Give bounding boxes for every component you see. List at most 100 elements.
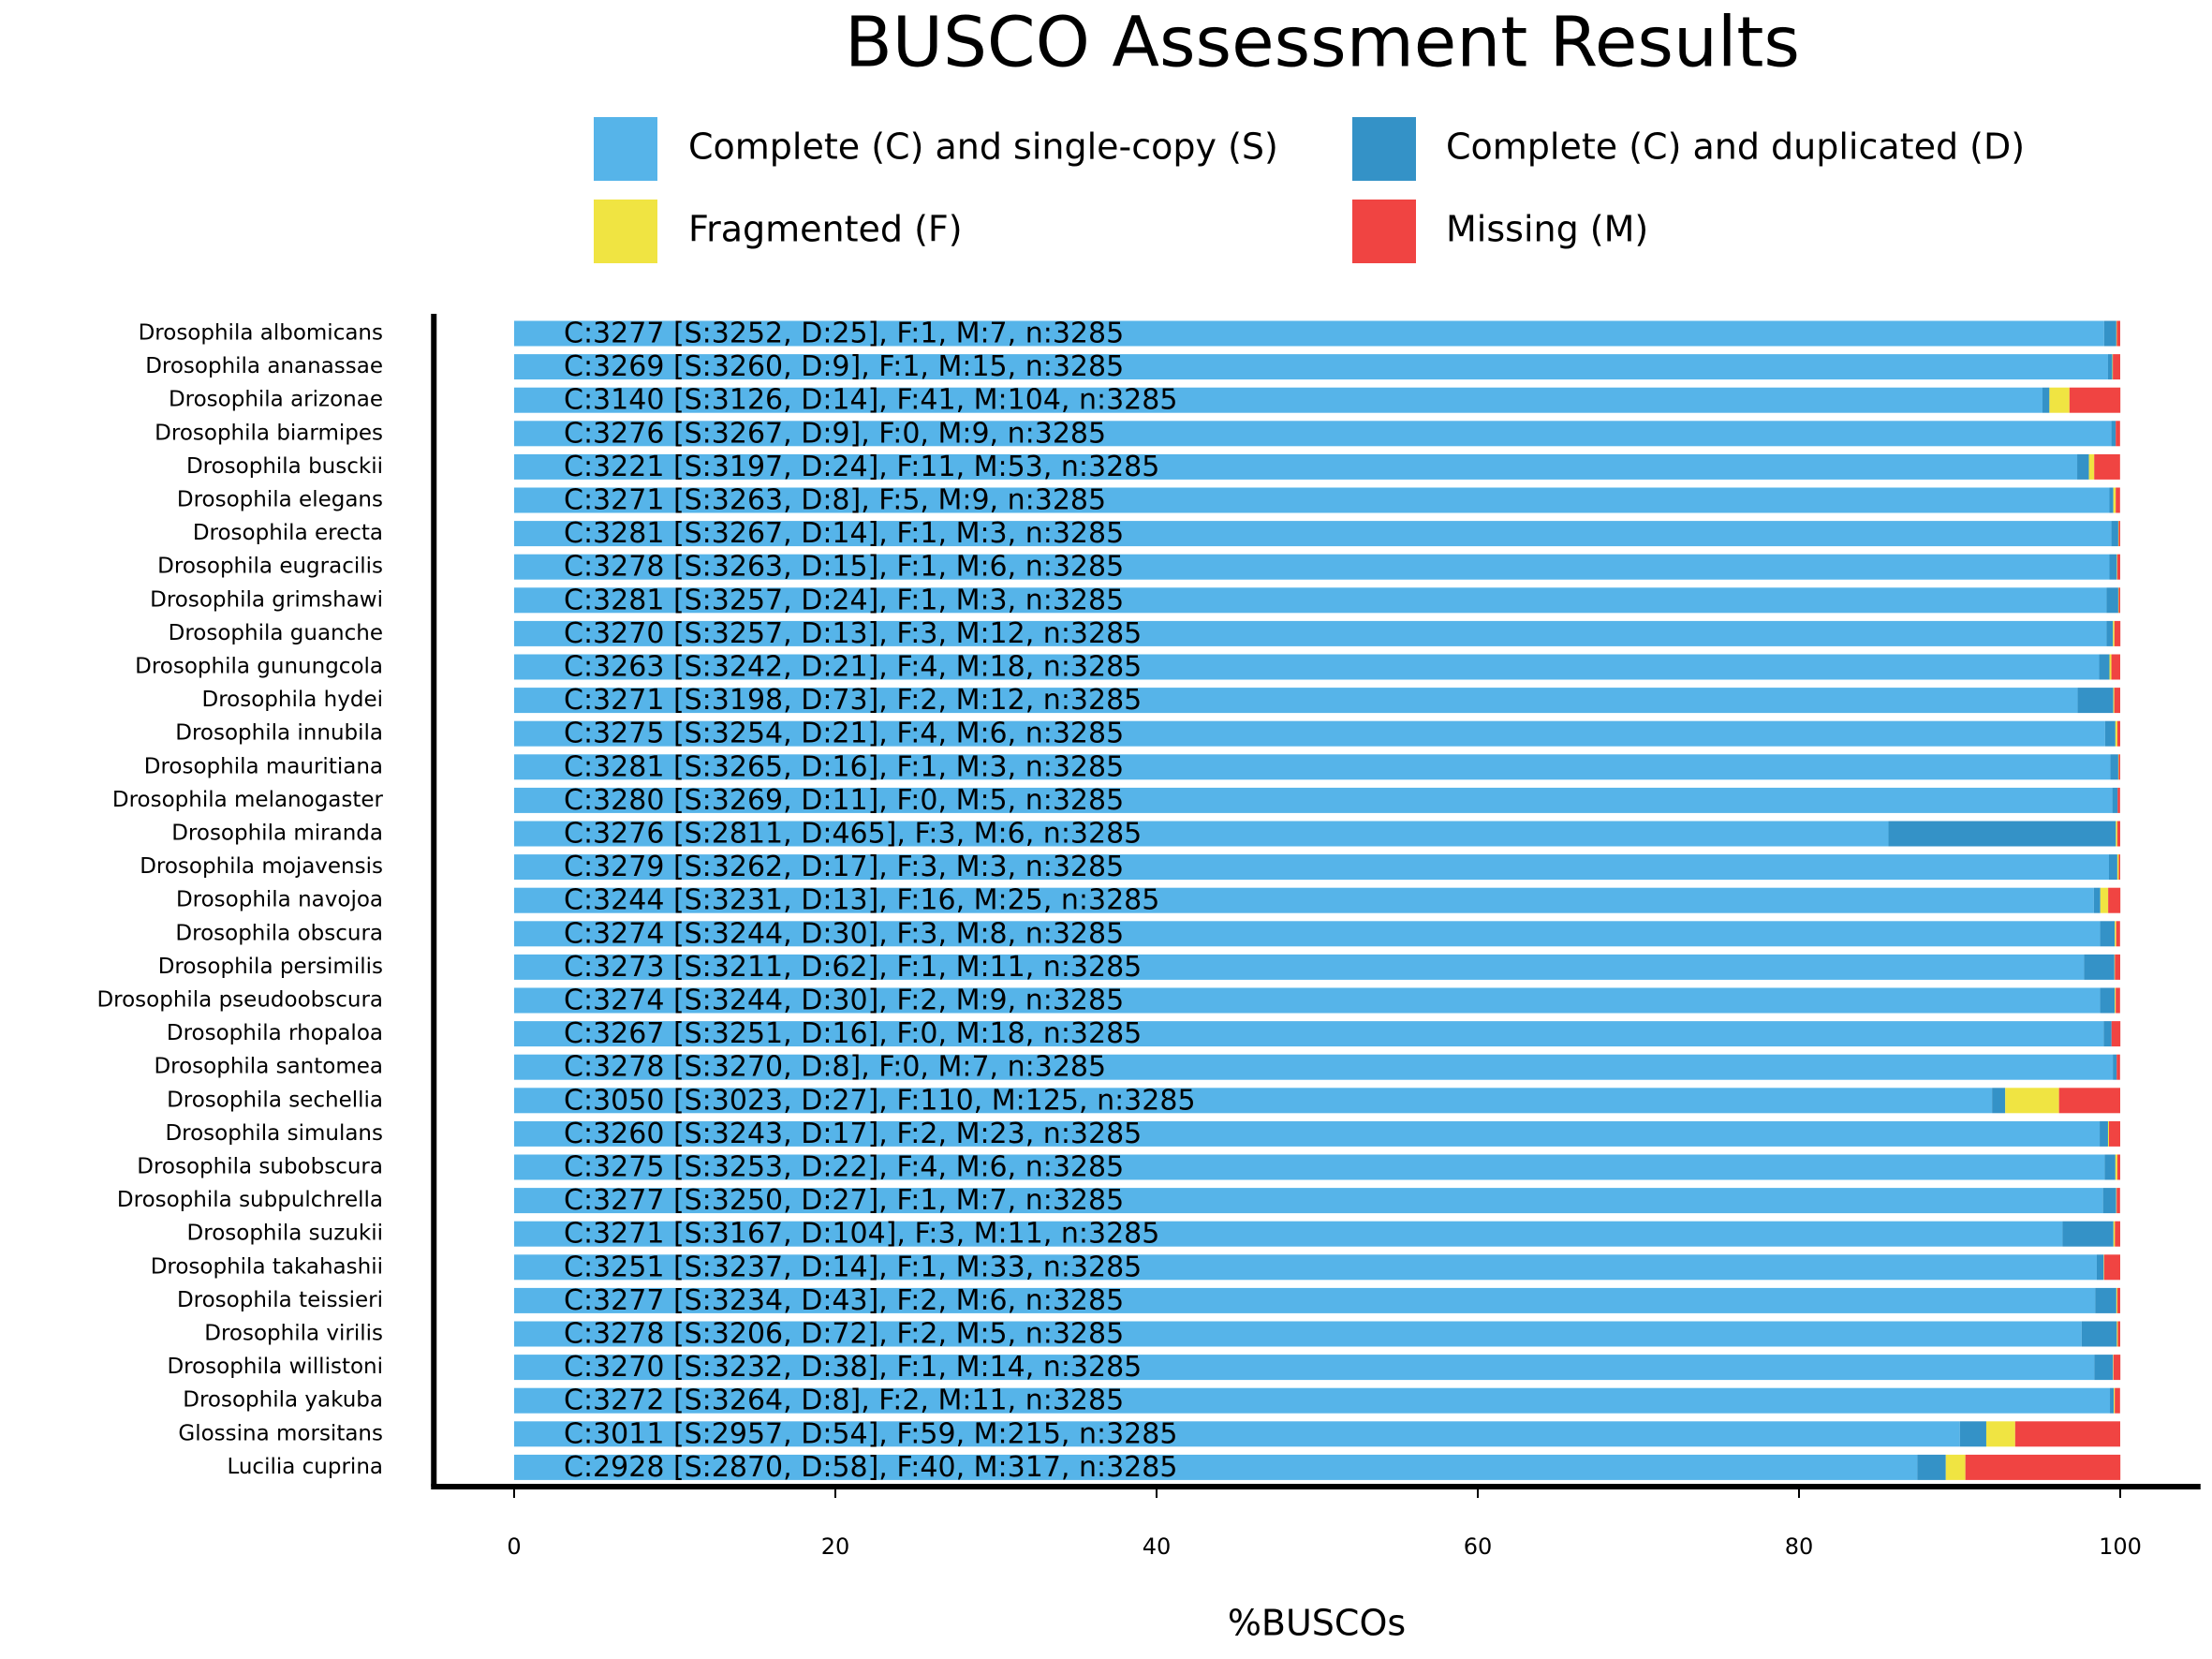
bar-segment	[2109, 487, 2114, 513]
bar-label: C:3275 [S:3254, D:21], F:4, M:6, n:3285	[564, 718, 1124, 750]
y-tick-label: Drosophila erecta	[193, 521, 383, 545]
bar-label: C:3278 [S:3263, D:15], F:1, M:6, n:3285	[564, 551, 1124, 584]
bar-segment	[514, 320, 2104, 347]
bar-segment	[514, 987, 2101, 1014]
y-tick-label: Drosophila grimshawi	[150, 587, 383, 612]
y-tick-label: Glossina morsitans	[178, 1421, 383, 1445]
bar-segment	[1945, 1454, 1966, 1480]
y-tick-label: Drosophila obscura	[175, 921, 383, 945]
bar-segment	[2088, 453, 2095, 480]
bar-segment	[2111, 521, 2118, 547]
bar-segment	[2114, 620, 2121, 646]
bar-segment	[2077, 453, 2089, 480]
bar-segment	[2116, 821, 2117, 847]
bar-segment	[2042, 387, 2050, 413]
bar-segment	[2116, 320, 2117, 347]
bar-segment	[2115, 720, 2117, 747]
y-tick-label: Lucilia cuprina	[227, 1455, 383, 1479]
bar-segment	[2115, 1221, 2120, 1247]
bar-segment	[2113, 354, 2120, 380]
y-tick-label: Drosophila pseudoobscura	[96, 988, 383, 1013]
y-tick-label: Drosophila willistoni	[167, 1355, 383, 1379]
y-tick-label: Drosophila simulans	[165, 1121, 383, 1146]
bar-label: C:3281 [S:3257, D:24], F:1, M:3, n:3285	[564, 584, 1124, 616]
bar-label: C:3281 [S:3265, D:16], F:1, M:3, n:3285	[564, 750, 1124, 783]
bar-segment	[2104, 720, 2116, 747]
legend-swatch	[594, 200, 657, 263]
bar-segment	[2100, 987, 2116, 1014]
bar-segment	[2116, 921, 2120, 947]
bar-segment	[2111, 421, 2116, 447]
bar-label: C:3281 [S:3267, D:14], F:1, M:3, n:3285	[564, 517, 1124, 550]
bar-segment	[2108, 854, 2117, 881]
bar-segment	[2113, 688, 2115, 714]
bar-segment	[2113, 1355, 2121, 1381]
bar-segment	[514, 754, 2111, 780]
y-tick-label: Drosophila hydei	[202, 688, 383, 712]
bar-segment	[514, 587, 2107, 614]
bar-segment	[2116, 821, 2120, 847]
bar-segment	[2116, 320, 2120, 347]
legend-swatch	[1352, 200, 1416, 263]
bar-segment	[2115, 954, 2120, 980]
bar-segment	[2117, 787, 2120, 813]
y-tick-label: Drosophila santomea	[154, 1055, 383, 1079]
bar-segment	[2106, 620, 2114, 646]
bar-segment	[514, 1321, 2082, 1347]
y-tick-label: Drosophila guanche	[169, 621, 383, 645]
bar-segment	[2115, 1154, 2117, 1180]
bar-segment	[514, 521, 2112, 547]
bar-segment	[2110, 1387, 2115, 1414]
y-tick-label: Drosophila ananassae	[145, 354, 383, 378]
bar-label: C:3278 [S:3270, D:8], F:0, M:7, n:3285	[564, 1051, 1106, 1084]
bar-segment	[514, 1254, 2097, 1281]
bar-segment	[2115, 921, 2116, 947]
bar-label: C:3272 [S:3264, D:8], F:2, M:11, n:3285	[564, 1385, 1124, 1417]
bar-label: C:3279 [S:3262, D:17], F:3, M:3, n:3285	[564, 851, 1124, 883]
bar-segment	[2103, 320, 2116, 347]
bar-label: C:3140 [S:3126, D:14], F:41, M:104, n:32…	[564, 384, 1177, 417]
bar-label: C:3277 [S:3234, D:43], F:2, M:6, n:3285	[564, 1284, 1124, 1317]
bar-segment	[2109, 554, 2117, 580]
bar-segment	[514, 787, 2113, 813]
bar-segment	[2058, 1088, 2120, 1114]
chart-title: BUSCO Assessment Results	[845, 3, 1800, 83]
bar-segment	[514, 1188, 2103, 1214]
y-tick-label: Drosophila rhopaloa	[167, 1021, 383, 1045]
bar-segment	[2114, 688, 2120, 714]
bar-segment	[514, 1088, 1993, 1114]
bar-segment	[1965, 1454, 2121, 1480]
bar-segment	[514, 1355, 2095, 1381]
bar-segment	[2094, 1355, 2114, 1381]
legend-swatch	[1352, 117, 1416, 181]
bar-segment	[514, 921, 2101, 947]
bar-segment	[2117, 1321, 2120, 1347]
bar-label: C:3267 [S:3251, D:16], F:0, M:18, n:3285	[564, 1017, 1142, 1050]
bar-label: C:3251 [S:3237, D:14], F:1, M:33, n:3285	[564, 1251, 1142, 1283]
bar-segment	[2113, 620, 2115, 646]
legend-label: Complete (C) and duplicated (D)	[1446, 126, 2025, 168]
bar-segment	[514, 1454, 1918, 1480]
bar-segment	[2116, 421, 2120, 447]
bar-label: C:3280 [S:3269, D:11], F:0, M:5, n:3285	[564, 784, 1124, 817]
y-tick-label: Drosophila gunungcola	[135, 655, 383, 679]
bar-segment	[2099, 654, 2110, 680]
bar-label: C:3221 [S:3197, D:24], F:11, M:53, n:328…	[564, 451, 1159, 483]
bar-segment	[1985, 1421, 2015, 1447]
bar-segment	[2077, 688, 2114, 714]
bar-segment	[514, 1054, 2114, 1080]
bar-segment	[2116, 1287, 2117, 1313]
bar-segment	[2108, 887, 2121, 913]
y-tick-label: Drosophila biarmipes	[155, 421, 383, 445]
bar-label: C:3050 [S:3023, D:27], F:110, M:125, n:3…	[564, 1084, 1196, 1117]
bar-segment	[2069, 387, 2121, 413]
y-tick-label: Drosophila arizonae	[169, 388, 383, 412]
bar-label: C:3244 [S:3231, D:13], F:16, M:25, n:328…	[564, 884, 1159, 917]
bar-segment	[2107, 354, 2113, 380]
bar-segment	[2100, 921, 2116, 947]
bar-segment	[2116, 720, 2120, 747]
bar-segment	[514, 1387, 2111, 1414]
bar-segment	[2118, 587, 2120, 614]
bar-segment	[514, 421, 2112, 447]
